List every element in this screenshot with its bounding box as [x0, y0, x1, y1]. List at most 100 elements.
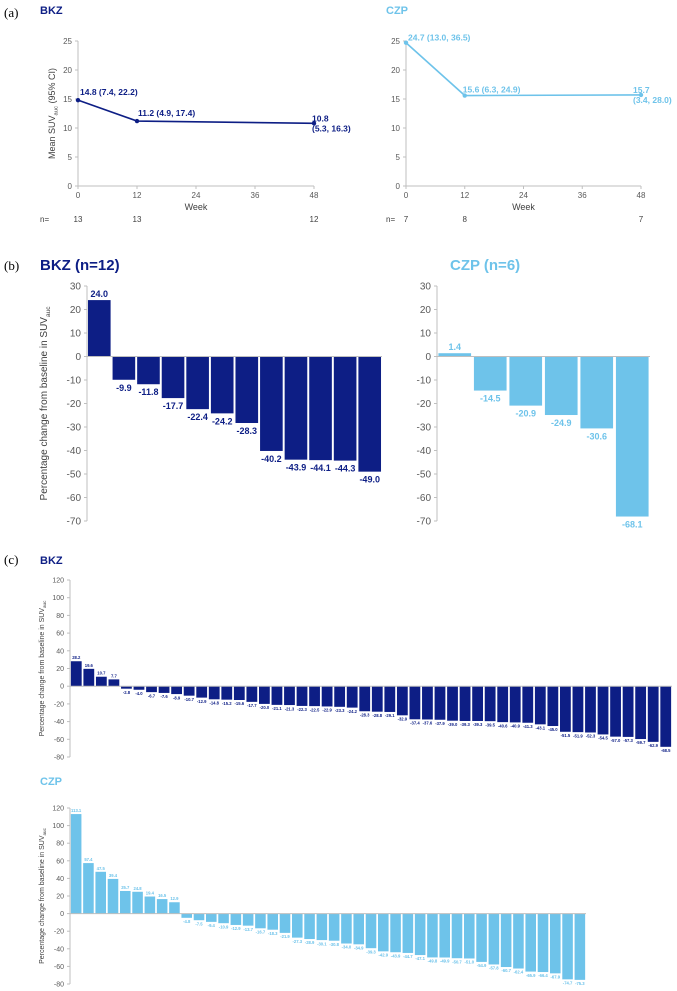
bar-b-czp [580, 356, 614, 429]
bar-value-label-c-bkz: -21.1 [272, 706, 282, 711]
bar-c-bkz [472, 686, 483, 721]
bar-value-label-c-czp: -30.1 [317, 941, 327, 946]
bar-value-label-c-bkz: -39.3 [460, 722, 470, 727]
y-tick-label-b-bkz: 20 [70, 305, 82, 316]
data-label-a-czp: 15.6 (6.3, 24.9) [463, 85, 521, 95]
bar-value-label-c-bkz: -2.8 [123, 690, 131, 695]
chart-title-a-bkz: BKZ [40, 5, 63, 17]
bar-value-label-c-czp: -50.7 [452, 959, 462, 964]
x-tick-label-a-bkz: 48 [310, 191, 319, 200]
bar-value-label-c-bkz: -17.7 [247, 703, 257, 708]
x-tick-label-a-bkz: 0 [76, 191, 81, 200]
data-point-a-czp [462, 93, 467, 98]
n-value-a-bkz: 12 [310, 215, 319, 224]
bar-c-bkz [121, 686, 132, 689]
bar-value-label-c-czp: -43.9 [391, 953, 401, 958]
bar-value-label-c-czp: -54.9 [477, 963, 487, 968]
bar-value-label-c-czp: -42.9 [379, 953, 389, 958]
bar-c-czp [537, 913, 549, 973]
bar-value-label-b-bkz: -9.9 [116, 383, 132, 393]
bar-c-bkz [334, 686, 346, 707]
bar-value-label-c-bkz: -39.3 [473, 722, 483, 727]
bar-value-label-c-bkz: -22.5 [310, 707, 320, 712]
bar-c-czp [120, 890, 131, 914]
bar-c-czp [242, 913, 254, 926]
y-tick-label-b-czp: 0 [425, 352, 431, 363]
bar-c-bkz [497, 686, 509, 723]
y-tick-label-c-bkz: 20 [56, 666, 64, 673]
y-tick-label-b-czp: -10 [417, 376, 432, 387]
y-tick-label-a-czp: 0 [396, 182, 401, 191]
y-tick-label-c-bkz: 0 [60, 684, 64, 691]
bar-value-label-c-bkz: -32.9 [398, 717, 408, 722]
bar-c-czp [439, 913, 450, 958]
bar-c-bkz [183, 686, 195, 696]
bar-value-label-c-bkz: -40.9 [510, 724, 520, 729]
y-tick-label-b-czp: -30 [417, 423, 432, 434]
bar-value-label-c-czp: -49.8 [428, 959, 438, 964]
bar-value-label-c-czp: -28.9 [305, 940, 315, 945]
y-tick-label-c-czp: -40 [54, 946, 64, 953]
x-tick-label-a-czp: 48 [637, 191, 646, 200]
bar-c-bkz [422, 686, 433, 720]
bar-value-label-c-bkz: -14.8 [209, 700, 219, 705]
bar-value-label-c-bkz: -51.5 [561, 733, 571, 738]
bar-c-bkz [70, 661, 82, 687]
y-tick-label-b-bkz: -40 [67, 446, 82, 457]
y-tick-label-c-czp: -80 [54, 981, 64, 988]
y-tick-label-c-czp: 100 [52, 823, 64, 830]
bar-value-label-c-bkz: -40.6 [498, 723, 508, 728]
bar-value-label-b-czp: -68.1 [622, 520, 643, 530]
bar-value-label-b-czp: -20.9 [515, 409, 536, 419]
bar-c-czp [513, 913, 524, 969]
y-tick-label-b-czp: 30 [420, 282, 432, 293]
y-axis-title-a-bkz: Mean SUVauc (95% CI) [47, 68, 60, 159]
bar-value-label-c-bkz: -23.3 [335, 708, 345, 713]
bar-value-label-c-bkz: -37.6 [423, 721, 433, 726]
bar-c-czp [525, 913, 536, 972]
bar-c-czp [427, 913, 438, 958]
bar-value-label-c-bkz: 19.6 [85, 663, 94, 668]
bar-value-label-c-bkz: -10.7 [184, 697, 194, 702]
y-tick-label-b-bkz: -10 [67, 376, 82, 387]
bar-c-bkz [396, 686, 408, 716]
bar-b-bkz [186, 356, 209, 410]
x-tick-label-a-bkz: 24 [192, 191, 201, 200]
y-tick-label-b-bkz: -50 [67, 470, 82, 481]
bar-value-label-b-bkz: -44.3 [335, 464, 356, 474]
bar-c-bkz [158, 686, 170, 693]
bar-value-label-c-czp: -57.8 [489, 966, 499, 971]
y-tick-label-c-bkz: -60 [54, 737, 64, 744]
bar-value-label-c-czp: -18.3 [268, 931, 278, 936]
bar-c-czp [451, 913, 463, 959]
bar-value-label-c-bkz: -39.0 [448, 722, 458, 727]
bar-c-czp [230, 913, 242, 925]
y-tick-label-c-bkz: 100 [52, 595, 64, 602]
bar-value-label-c-czp: -9.4 [208, 923, 216, 928]
bar-c-bkz [171, 686, 182, 695]
bar-c-bkz [346, 686, 358, 708]
y-tick-label-c-bkz: 120 [52, 577, 64, 584]
bar-c-czp [304, 913, 315, 940]
bar-value-label-c-bkz: 10.7 [97, 671, 106, 676]
data-point-a-bkz [134, 118, 140, 124]
bar-value-label-c-bkz: -21.3 [285, 706, 295, 711]
bar-value-label-c-czp: 12.9 [170, 896, 179, 901]
bar-c-bkz [321, 686, 333, 707]
bar-c-bkz [610, 686, 621, 737]
bar-c-czp [378, 913, 389, 952]
bar-c-bkz [585, 686, 596, 733]
bar-value-label-c-czp: 39.4 [109, 873, 118, 878]
y-tick-label-c-bkz: 40 [56, 648, 64, 655]
bar-value-label-c-czp: -34.0 [342, 945, 352, 950]
bar-c-bkz [560, 686, 571, 732]
bar-value-label-c-bkz: -43.1 [536, 726, 546, 731]
bar-value-label-c-bkz: -24.2 [347, 709, 357, 714]
bar-c-czp [169, 902, 180, 914]
y-tick-label-b-czp: -50 [417, 470, 432, 481]
bar-c-czp [107, 878, 119, 914]
bar-c-czp [341, 913, 352, 944]
bar-b-bkz [161, 356, 185, 399]
data-label-a-czp: 24.7 (13.0, 36.5) [408, 33, 471, 43]
bar-value-label-c-bkz: -28.8 [372, 713, 382, 718]
